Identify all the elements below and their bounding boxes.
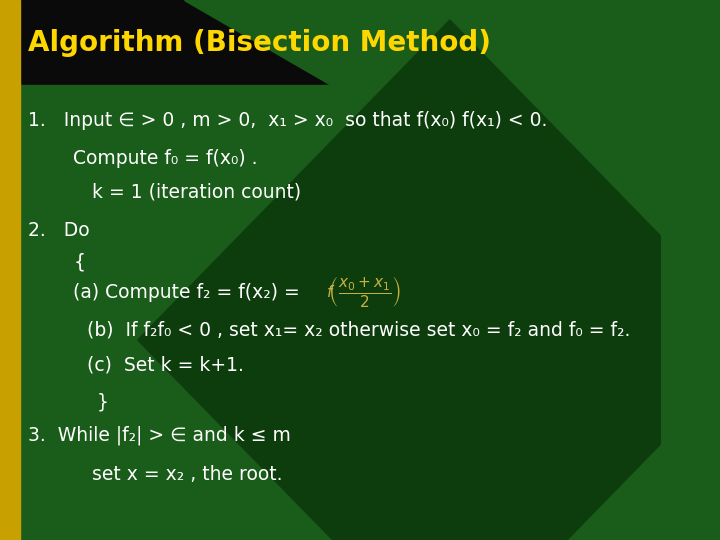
Text: Compute f₀ = f(x₀) .: Compute f₀ = f(x₀) . — [73, 150, 258, 168]
Bar — [20, 85, 661, 540]
Bar — [0, 0, 661, 85]
Polygon shape — [138, 20, 720, 540]
Text: $f\!\left(\dfrac{x_0+x_1}{2}\right)$: $f\!\left(\dfrac{x_0+x_1}{2}\right)$ — [326, 274, 400, 309]
Text: 3.  While |f₂| > ∈ and k ≤ m: 3. While |f₂| > ∈ and k ≤ m — [27, 426, 290, 445]
Text: (c)  Set k = k+1.: (c) Set k = k+1. — [87, 355, 244, 375]
Text: }: } — [96, 393, 108, 411]
Text: (a) Compute f₂ = f(x₂) =: (a) Compute f₂ = f(x₂) = — [73, 282, 300, 301]
Text: 2.   Do: 2. Do — [27, 220, 89, 240]
Polygon shape — [184, 0, 661, 85]
Text: set x = x₂ , the root.: set x = x₂ , the root. — [92, 465, 282, 484]
Text: (b)  If f₂f₀ < 0 , set x₁= x₂ otherwise set x₀ = f₂ and f₀ = f₂.: (b) If f₂f₀ < 0 , set x₁= x₂ otherwise s… — [87, 321, 631, 340]
Text: 1.   Input ∈ > 0 , m > 0,  x₁ > x₀  so that f(x₀) f(x₁) < 0.: 1. Input ∈ > 0 , m > 0, x₁ > x₀ so that … — [27, 111, 547, 130]
Text: {: { — [73, 253, 86, 272]
Text: k = 1 (iteration count): k = 1 (iteration count) — [92, 183, 301, 201]
Text: Algorithm (Bisection Method): Algorithm (Bisection Method) — [27, 29, 490, 57]
Bar — [0, 0, 20, 540]
